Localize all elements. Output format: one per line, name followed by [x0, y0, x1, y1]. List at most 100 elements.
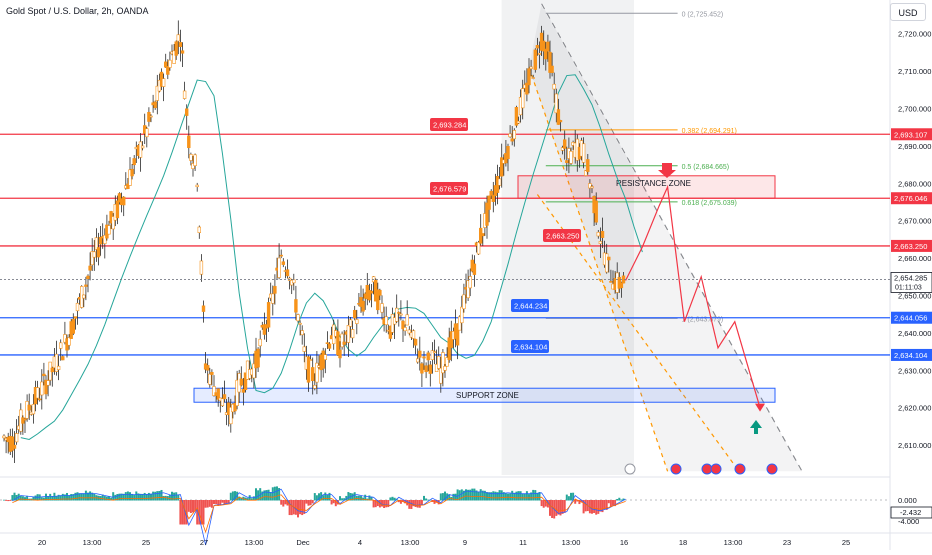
candle [472, 255, 477, 287]
candle [411, 329, 416, 348]
flag-event-icon[interactable] [710, 463, 722, 475]
candle-body [367, 290, 372, 301]
candle [544, 42, 548, 71]
indicator-value-tag: -2.432 [890, 506, 932, 519]
zone-label-resistance: RESISTANCE ZONE [616, 179, 691, 188]
candle-body [472, 263, 477, 275]
candle [201, 300, 206, 323]
candle [604, 243, 609, 274]
candle [103, 228, 107, 259]
candle-body [155, 85, 159, 101]
price-tick: 2,670.000 [898, 217, 931, 226]
candle-body [258, 338, 262, 347]
candle [50, 366, 55, 387]
candle [96, 232, 101, 266]
candle-body [61, 356, 65, 361]
time-tick: 16 [620, 538, 628, 547]
time-tick: 18 [679, 538, 687, 547]
candle [266, 297, 271, 332]
candle [510, 126, 514, 146]
fib-label-3: 0.618 (2,675.039) [682, 200, 737, 207]
level-label-text: 2,663.250 [546, 232, 579, 241]
fib-label-4: 1 (2,643.879) [682, 316, 724, 323]
candle-body [533, 49, 538, 70]
candle [174, 40, 178, 60]
candle [418, 336, 422, 371]
candle [199, 254, 204, 282]
candle-body [548, 51, 552, 73]
candle [222, 380, 227, 403]
zone-label-support: SUPPORT ZONE [456, 391, 519, 400]
candle [514, 105, 519, 128]
candle-body [525, 82, 529, 95]
candle [481, 233, 485, 247]
candle [441, 349, 445, 387]
candle [365, 272, 369, 306]
candle [552, 72, 556, 103]
candle-body [174, 41, 178, 56]
candle-body [348, 319, 353, 327]
candle [531, 74, 535, 80]
candle-body [21, 417, 25, 424]
candle [86, 274, 90, 293]
candle [23, 417, 27, 433]
candle-body [544, 48, 548, 60]
fib-label-0: 0 (2,725.452) [682, 11, 724, 18]
candle-body [208, 373, 212, 385]
candle-body [407, 329, 411, 334]
candle [92, 240, 97, 271]
candle [607, 256, 611, 273]
candle [476, 240, 481, 255]
candle-body [241, 388, 246, 393]
candle-body [292, 279, 296, 284]
flag-event-icon[interactable] [734, 463, 746, 475]
level-label-bg [511, 340, 549, 353]
candle-body [315, 362, 319, 383]
candle-body [411, 330, 416, 339]
candle [378, 288, 382, 301]
candle [71, 313, 76, 336]
candle [122, 196, 126, 217]
flag-event-icon[interactable] [670, 463, 682, 475]
price-tick: 2,630.000 [898, 366, 931, 375]
lightning-event-icon[interactable] [624, 463, 636, 475]
candle-body [27, 404, 31, 411]
up-arrow-icon [750, 420, 762, 434]
candle-body [243, 372, 248, 391]
candle-body [338, 349, 342, 359]
indicator-tick-zero: 0.000 [898, 496, 917, 505]
candle [369, 284, 374, 308]
candle-body [323, 354, 327, 360]
time-tick: 20 [38, 538, 46, 547]
level-label-text: 2,693.284 [433, 121, 466, 130]
level-label-text: 2,676.579 [433, 185, 466, 194]
candle-body [313, 384, 317, 389]
candle-body [111, 216, 115, 230]
candle [367, 283, 372, 303]
price-tick: 2,700.000 [898, 104, 931, 113]
candle-body [233, 403, 237, 412]
candle-body [485, 202, 489, 226]
candle [352, 305, 357, 321]
flag-event-icon[interactable] [766, 463, 778, 475]
candle-body [520, 88, 525, 109]
candle-body [302, 346, 306, 352]
candle-body [86, 275, 90, 280]
candle-body [565, 160, 569, 163]
candle [315, 351, 319, 395]
candle-body [428, 364, 432, 374]
candle-body [508, 133, 512, 138]
candle [208, 367, 212, 388]
candle-body [350, 329, 355, 339]
candle-body [96, 247, 101, 258]
currency-button[interactable]: USD [890, 3, 926, 21]
candle [384, 306, 388, 333]
candle-body [457, 316, 462, 331]
price-tick: 2,640.000 [898, 329, 931, 338]
candle [10, 428, 15, 458]
candle-body [273, 286, 277, 294]
candle [58, 339, 63, 361]
candle [172, 43, 176, 64]
candle-body [506, 146, 510, 160]
